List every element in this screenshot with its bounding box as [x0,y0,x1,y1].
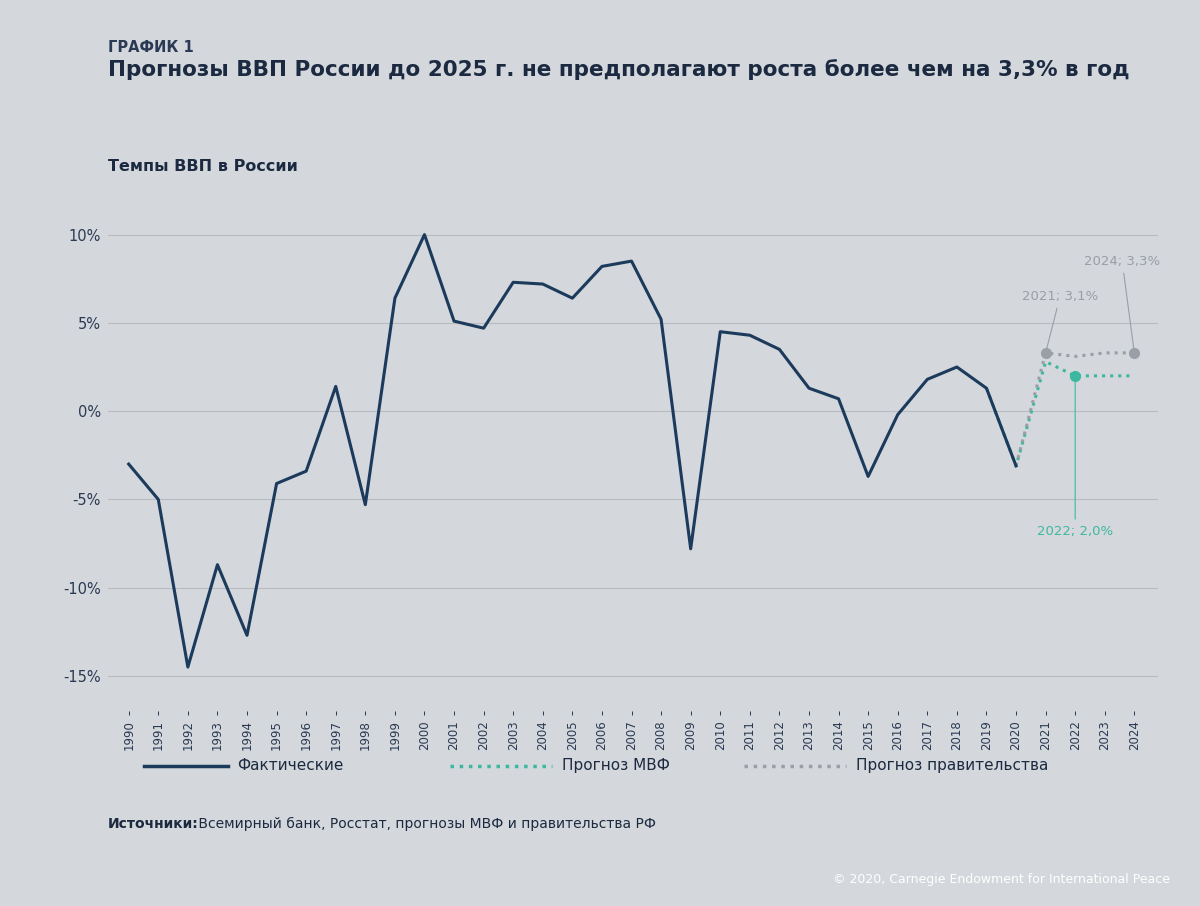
Text: Источники:: Источники: [108,817,199,831]
Text: 2022; 2,0%: 2022; 2,0% [1037,379,1114,537]
Text: Прогноз правительства: Прогноз правительства [856,758,1048,773]
Text: Прогнозы ВВП России до 2025 г. не предполагают роста более чем на 3,3% в год: Прогнозы ВВП России до 2025 г. не предпо… [108,59,1129,80]
Text: Всемирный банк, Росстат, прогнозы МВФ и правительства РФ: Всемирный банк, Росстат, прогнозы МВФ и … [194,817,656,832]
Text: Прогноз МВФ: Прогноз МВФ [562,758,670,773]
Text: 2021; 3,1%: 2021; 3,1% [1022,290,1098,351]
Text: © 2020, Carnegie Endowment for International Peace: © 2020, Carnegie Endowment for Internati… [833,873,1170,886]
Text: 2024; 3,3%: 2024; 3,3% [1084,255,1160,350]
Text: Темпы ВВП в России: Темпы ВВП в России [108,159,298,174]
Text: ГРАФИК 1: ГРАФИК 1 [108,40,193,55]
Text: Фактические: Фактические [238,758,344,773]
